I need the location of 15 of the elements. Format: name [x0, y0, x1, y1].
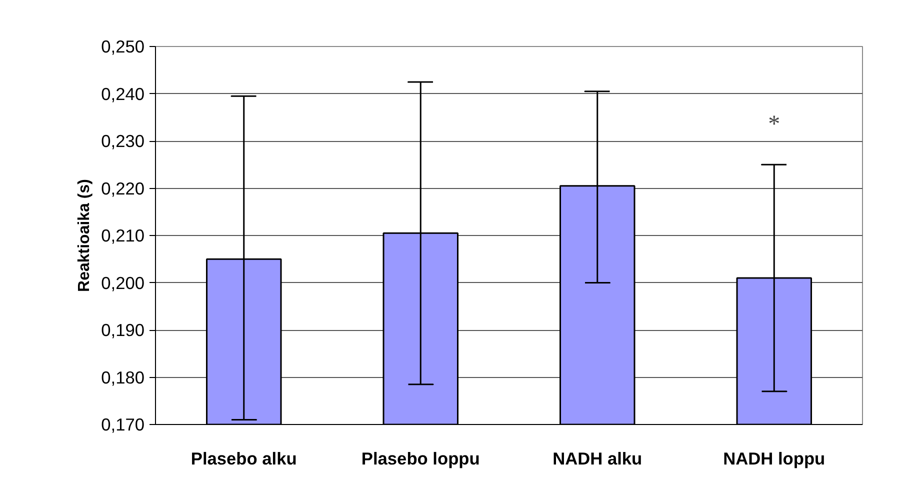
y-tick-label: 0,230 — [101, 131, 145, 151]
y-tick-label: 0,200 — [101, 272, 145, 293]
y-tick-label: 0,220 — [101, 178, 145, 198]
y-tick-label: 0,240 — [101, 84, 145, 104]
y-tick-label: 0,170 — [101, 414, 145, 434]
annotation: * — [768, 112, 780, 138]
x-tick-label: NADH loppu — [723, 448, 826, 468]
y-tick-label: 0,190 — [101, 320, 145, 340]
x-tick-label: Plasebo alku — [190, 448, 297, 468]
y-axis-title: Reaktioaika (s) — [76, 179, 94, 292]
y-tick-label: 0,250 — [101, 36, 145, 56]
x-tick-label: Plasebo loppu — [361, 448, 480, 468]
y-tick-label: 0,180 — [101, 367, 145, 388]
y-tick-label: 0,210 — [101, 226, 145, 246]
x-tick-label: NADH alku — [552, 448, 642, 468]
